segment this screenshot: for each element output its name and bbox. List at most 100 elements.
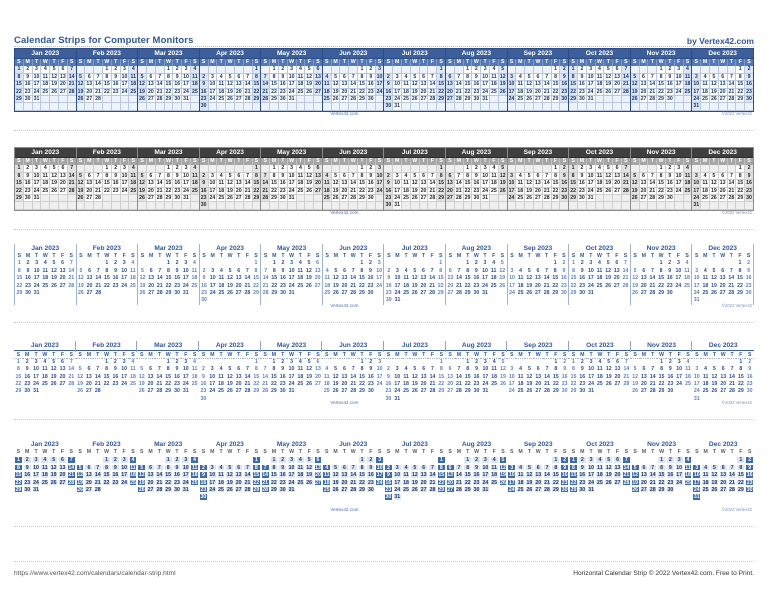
day-cell: 12 [226,81,235,89]
day-cell: 8 [660,366,663,373]
day-cell-empty [190,396,199,403]
month-block: Jun 2023 S M T W T F S 1 2 3 4 5 6 7 8 9 10 11 12 13 14 15 16 17… [322,341,385,404]
day-cell: 2 [560,456,570,464]
day-cell: 1 [358,66,367,74]
day-of-week-label: T [651,449,655,455]
day-cell: 21 [456,381,462,388]
day-of-week-label: F [181,352,191,359]
day-cell-empty [322,103,332,111]
day-cell: 28 [93,485,103,494]
day-cell: 27 [148,289,155,296]
day-of-week-label: S [500,253,505,259]
day-cell: 27 [641,388,647,395]
day-cell: 26 [137,485,147,494]
day-cell: 7 [263,366,267,373]
week-row: 22 23 24 25 26 27 28 [15,187,76,195]
week-row: 5 6 7 8 9 10 11 [76,172,138,181]
day-cell: 22 [15,187,24,195]
day-cell: 27 [85,194,95,203]
day-cell: 5 [527,267,531,274]
day-cell: 26 [605,381,612,388]
week-row: 12 13 14 15 16 17 18 [137,471,200,479]
day-cell: 15 [14,471,23,479]
day-cell: 10 [209,373,216,380]
week-row: 7 8 9 10 11 12 13 [261,73,322,82]
week-row: 4 5 6 7 8 9 10 [322,463,385,472]
day-cell: 15 [103,373,110,380]
day-cell-empty [349,456,358,463]
day-cell: 8 [272,267,276,274]
week-row: 23 24 25 26 27 28 29 [199,95,261,104]
week-row [322,202,384,210]
day-cell-empty [631,396,640,403]
footer-url[interactable]: https://www.vertex42.com/calendars/calen… [14,570,176,577]
day-cell: 13 [420,373,427,380]
day-cell: 25 [683,478,693,486]
day-cell-empty [190,194,199,203]
day-cell-empty [349,297,358,304]
strip-copyright: ©2022 Vertex42 [721,111,752,116]
day-of-week-label: F [184,253,188,259]
day-cell: 15 [551,180,561,188]
day-of-week-label: T [589,253,593,259]
day-of-week-label: M [332,158,341,166]
day-cell-empty [384,260,393,267]
day-cell: 12 [605,267,612,274]
day-cell-empty [463,493,472,500]
day-cell: 2 [560,66,569,74]
day-of-week-label: T [279,59,288,67]
week-row: 10 11 12 13 14 15 16 [692,374,754,381]
month-divider [198,341,200,352]
day-cell: 26 [499,282,506,289]
week-row: 21 22 23 24 25 26 27 [261,381,323,388]
day-cell-empty [428,260,437,267]
day-cell: 15 [551,471,561,479]
day-cell-empty [261,396,270,403]
day-cell: 3 [182,165,191,173]
day-cell: 7 [454,73,464,82]
month-block: Jun 2023 S M T W T F S 1 2 3 4 5 6 7 8 9 10 11 12 13 14 15 16 17… [321,147,384,211]
day-cell-empty [710,396,719,403]
month-block: Jan 2023 S M T W T F S 1 2 3 4 5 6 7 8 9 10 11 12 13 14 15 16 17… [14,244,76,305]
day-cell: 14 [156,275,163,282]
day-cell-empty [340,103,350,111]
day-cell: 24 [394,289,401,296]
day-cell: 14 [350,275,357,282]
day-cell: 24 [182,282,189,289]
day-cell: 28 [542,95,552,104]
week-row: 23 24 25 26 27 28 29 [384,194,446,203]
day-cell-empty [701,202,710,210]
day-cell-empty [640,359,649,366]
day-cell: 27 [639,194,649,203]
day-cell: 18 [129,180,138,188]
day-cell: 29 [569,95,578,104]
week-row [446,297,507,304]
day-cell: 5 [331,172,341,181]
day-cell: 28 [456,388,462,395]
day-cell-empty [305,290,314,297]
day-of-week-label: W [104,449,109,455]
day-of-week-label: S [747,158,751,164]
day-cell: 30 [23,194,33,203]
week-row [15,202,76,210]
day-cell: 7 [542,172,552,181]
day-cell-empty [472,103,482,111]
day-cell-empty [146,359,155,366]
day-cell: 8 [254,366,258,373]
month-divider [136,341,138,352]
day-cell-empty [437,493,446,500]
day-cell: 4 [43,260,47,267]
day-cell: 19 [498,81,507,89]
day-of-week-label: M [86,449,92,455]
day-cell: 25 [402,95,411,104]
day-of-week-label: F [367,59,376,67]
day-cell: 25 [489,478,499,486]
day-cell: 16 [24,373,31,380]
day-cell: 29 [437,95,446,104]
day-cell: 16 [366,471,376,479]
day-cell: 16 [384,478,393,486]
